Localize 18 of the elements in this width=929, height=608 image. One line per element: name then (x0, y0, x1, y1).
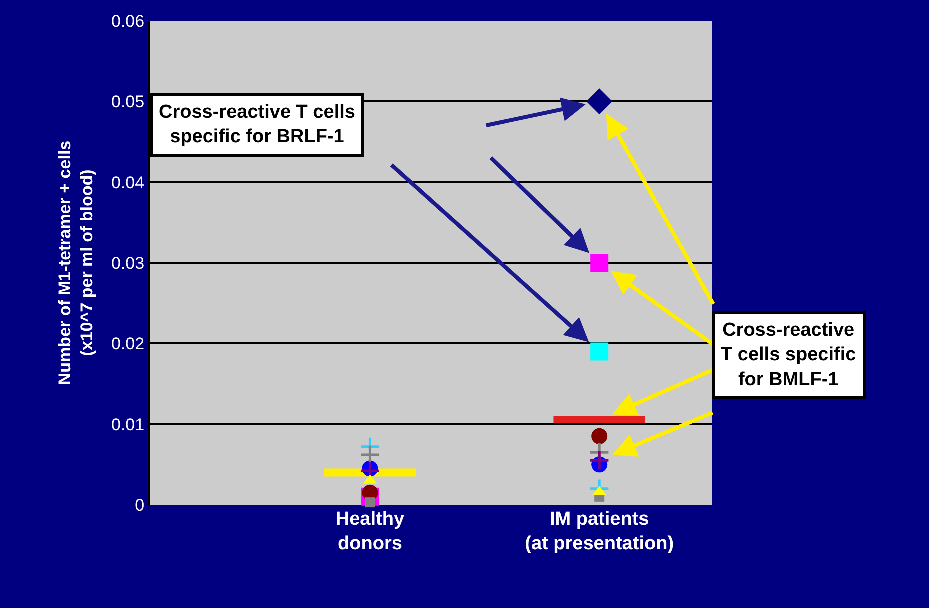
y-tick-label: 0.05 (112, 92, 145, 112)
y-tick-label: 0.04 (112, 173, 145, 192)
point (592, 428, 608, 444)
y-tick-label: 0.03 (112, 254, 145, 273)
x-tick-label: IM patients (at presentation) (525, 509, 674, 555)
y-tick-label: 0.06 (112, 12, 145, 31)
y-tick-label: 0.02 (112, 334, 145, 354)
point (365, 498, 376, 508)
point (590, 254, 609, 272)
point (586, 88, 613, 115)
point (589, 450, 610, 471)
annotation: Cross-reactive T cells specific for BMLF-1 (721, 320, 857, 390)
annotation: Cross-reactive T cells specific for BRLF-1 (159, 102, 356, 148)
y-axis-title: Number of M1-tetramer + cells (x10^7 per ml of blood) (55, 140, 97, 386)
x-tick-label: Healthy donors (336, 509, 405, 555)
y-tick-label: 0 (135, 496, 145, 515)
point (590, 342, 609, 361)
y-tick-label: 0.01 (112, 415, 145, 434)
